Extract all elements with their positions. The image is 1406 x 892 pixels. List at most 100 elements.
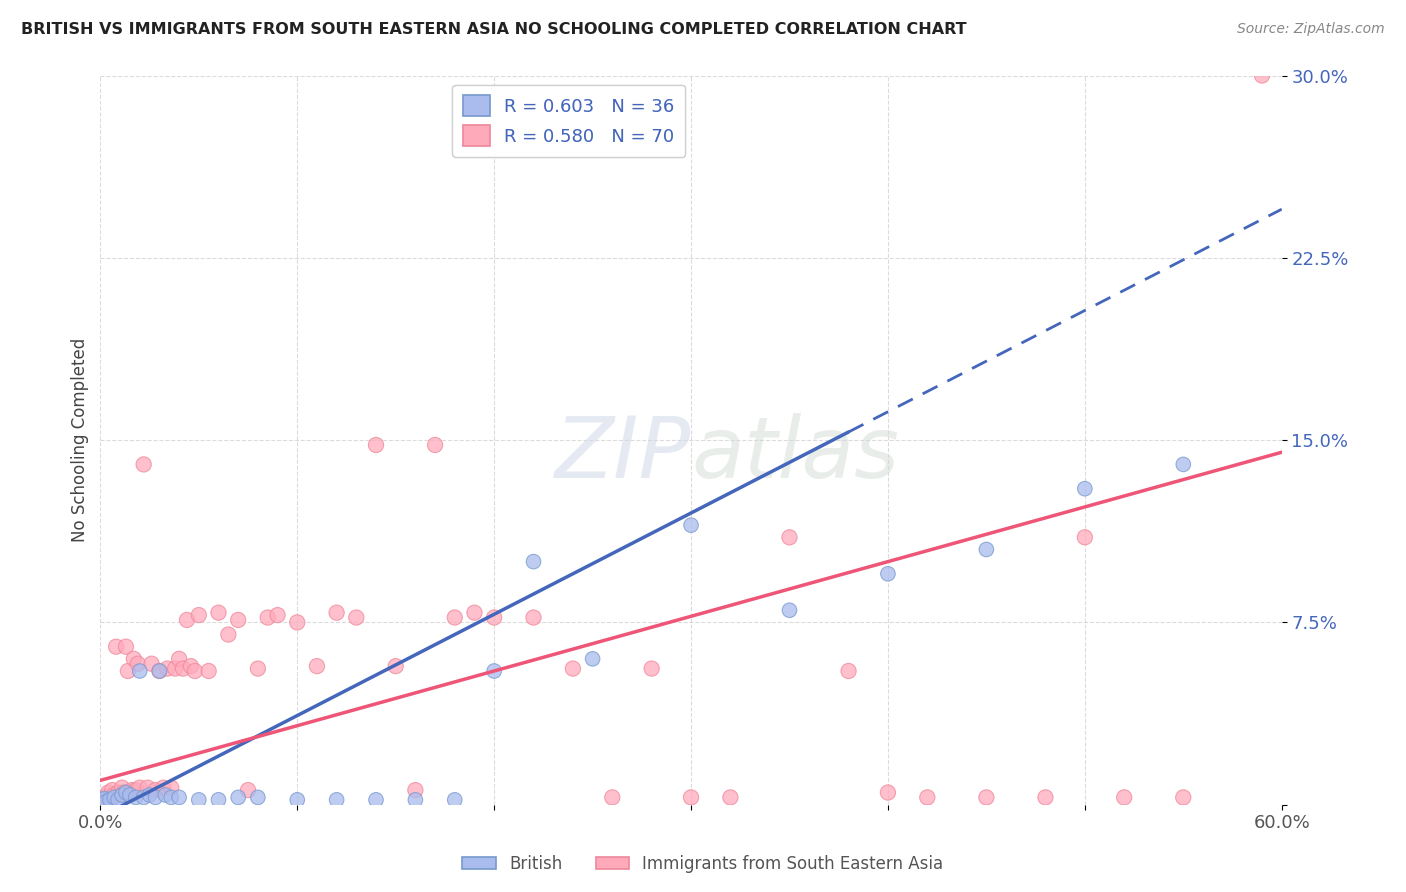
Point: [1114, 790, 1136, 805]
Text: ZIP: ZIP: [555, 413, 690, 496]
Point: [141, 657, 163, 671]
Point: [325, 606, 347, 620]
Point: [236, 783, 259, 797]
Point: [101, 783, 124, 797]
Point: [779, 530, 801, 544]
Point: [127, 657, 149, 671]
Point: [463, 606, 485, 620]
Point: [107, 793, 129, 807]
Point: [187, 608, 209, 623]
Point: [976, 790, 998, 805]
Point: [167, 652, 190, 666]
Point: [384, 659, 406, 673]
Point: [266, 608, 288, 623]
Point: [96, 795, 118, 809]
Point: [132, 458, 155, 472]
Point: [93, 790, 115, 805]
Point: [640, 662, 662, 676]
Point: [148, 664, 170, 678]
Point: [217, 627, 239, 641]
Point: [145, 783, 167, 797]
Point: [522, 555, 544, 569]
Point: [107, 785, 129, 799]
Point: [1173, 458, 1195, 472]
Point: [121, 783, 143, 797]
Point: [167, 790, 190, 805]
Point: [160, 790, 183, 805]
Point: [1074, 482, 1097, 496]
Point: [148, 664, 170, 678]
Point: [180, 659, 202, 673]
Point: [156, 662, 179, 676]
Point: [838, 664, 860, 678]
Point: [207, 606, 229, 620]
Point: [112, 785, 135, 799]
Point: [128, 780, 150, 795]
Point: [482, 610, 505, 624]
Point: [145, 790, 167, 805]
Point: [108, 788, 131, 802]
Point: [155, 788, 177, 802]
Point: [1035, 790, 1057, 805]
Point: [105, 640, 128, 654]
Point: [482, 664, 505, 678]
Point: [197, 664, 219, 678]
Point: [125, 783, 148, 797]
Point: [364, 438, 387, 452]
Point: [325, 793, 347, 807]
Point: [187, 793, 209, 807]
Point: [679, 518, 702, 533]
Point: [93, 793, 115, 807]
Point: [118, 785, 141, 799]
Point: [522, 610, 544, 624]
Point: [305, 659, 328, 673]
Point: [160, 780, 183, 795]
Point: [256, 610, 278, 624]
Point: [118, 788, 141, 802]
Point: [115, 785, 138, 799]
Point: [246, 790, 269, 805]
Point: [111, 780, 134, 795]
Point: [226, 790, 249, 805]
Text: Source: ZipAtlas.com: Source: ZipAtlas.com: [1237, 22, 1385, 37]
Point: [91, 795, 114, 809]
Point: [581, 652, 603, 666]
Point: [364, 793, 387, 807]
Point: [98, 790, 121, 805]
Legend: British, Immigrants from South Eastern Asia: British, Immigrants from South Eastern A…: [456, 848, 950, 880]
Point: [779, 603, 801, 617]
Point: [115, 640, 138, 654]
Point: [97, 785, 120, 799]
Point: [226, 613, 249, 627]
Point: [1251, 69, 1274, 83]
Point: [600, 790, 623, 805]
Point: [132, 790, 155, 805]
Point: [111, 788, 134, 802]
Point: [136, 780, 159, 795]
Point: [443, 793, 465, 807]
Point: [285, 793, 308, 807]
Text: BRITISH VS IMMIGRANTS FROM SOUTH EASTERN ASIA NO SCHOOLING COMPLETED CORRELATION: BRITISH VS IMMIGRANTS FROM SOUTH EASTERN…: [21, 22, 967, 37]
Point: [117, 664, 139, 678]
Point: [423, 438, 446, 452]
Point: [679, 790, 702, 805]
Point: [443, 610, 465, 624]
Point: [165, 662, 187, 676]
Legend: R = 0.603   N = 36, R = 0.580   N = 70: R = 0.603 N = 36, R = 0.580 N = 70: [451, 85, 685, 157]
Point: [96, 793, 118, 807]
Point: [172, 662, 194, 676]
Point: [103, 788, 125, 802]
Point: [98, 793, 121, 807]
Point: [122, 652, 145, 666]
Point: [285, 615, 308, 630]
Point: [917, 790, 939, 805]
Point: [91, 795, 114, 809]
Point: [976, 542, 998, 557]
Point: [561, 662, 583, 676]
Point: [184, 664, 207, 678]
Point: [404, 783, 426, 797]
Text: atlas: atlas: [690, 413, 898, 496]
Point: [718, 790, 741, 805]
Point: [207, 793, 229, 807]
Point: [404, 793, 426, 807]
